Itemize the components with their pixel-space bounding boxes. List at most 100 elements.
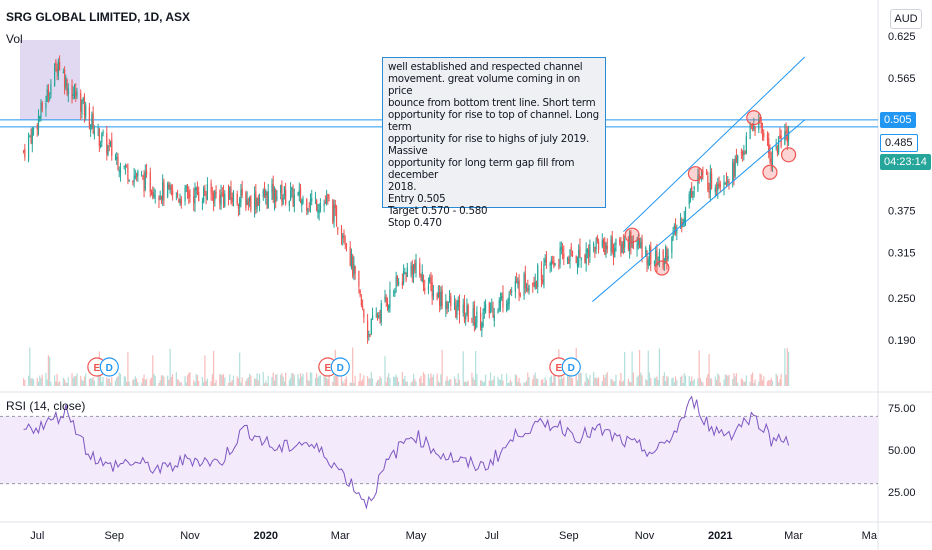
candle-body bbox=[584, 255, 586, 263]
price-tick-label: 0.250 bbox=[888, 293, 916, 305]
candle-body bbox=[135, 173, 138, 178]
volume-bar bbox=[72, 377, 74, 386]
candle-body bbox=[759, 118, 761, 121]
volume-bar bbox=[29, 347, 31, 386]
volume-bar bbox=[602, 374, 605, 386]
volume-bar bbox=[262, 372, 264, 386]
candle-body bbox=[275, 189, 277, 202]
volume-bar bbox=[631, 351, 633, 386]
volume-bar bbox=[65, 382, 67, 386]
volume-bar bbox=[366, 376, 369, 386]
volume-bar bbox=[476, 373, 478, 386]
candle-body bbox=[340, 227, 343, 239]
candle-body bbox=[163, 183, 165, 200]
volume-bar bbox=[597, 377, 600, 386]
volume-bar bbox=[579, 372, 581, 386]
volume-bar bbox=[524, 382, 526, 386]
volume-bar bbox=[662, 375, 664, 386]
volume-bar bbox=[149, 379, 151, 386]
volume-bar bbox=[630, 382, 632, 386]
candle-body bbox=[743, 151, 745, 155]
volume-bar bbox=[431, 377, 433, 386]
candle-body bbox=[745, 135, 747, 154]
candle-body bbox=[250, 196, 252, 211]
candle-body bbox=[50, 83, 52, 95]
candle-body bbox=[128, 179, 130, 181]
volume-bar bbox=[180, 382, 182, 386]
candle-body bbox=[302, 198, 304, 203]
currency-button[interactable]: AUD bbox=[890, 9, 922, 29]
candle-body bbox=[40, 102, 42, 118]
candle-body bbox=[180, 198, 182, 205]
volume-bar bbox=[665, 381, 667, 386]
candle-body bbox=[241, 188, 243, 196]
candle-body bbox=[472, 307, 474, 318]
annotation-note[interactable]: well established and respected channel mo… bbox=[382, 57, 606, 229]
candle-body bbox=[88, 107, 91, 128]
candle-body bbox=[311, 198, 313, 202]
candle-body bbox=[550, 259, 552, 265]
candle-body bbox=[142, 175, 144, 177]
event-marker-label: D bbox=[568, 363, 575, 374]
highlight-box bbox=[20, 40, 80, 120]
volume-bar bbox=[220, 374, 222, 386]
candle-body bbox=[725, 180, 728, 186]
volume-bar bbox=[519, 383, 521, 386]
candle-body bbox=[404, 272, 406, 274]
candle-body bbox=[588, 249, 590, 258]
candle-body bbox=[419, 263, 421, 276]
candle-body bbox=[376, 314, 379, 319]
volume-bar bbox=[154, 375, 156, 386]
candle-body bbox=[597, 240, 600, 250]
candle-body bbox=[82, 97, 84, 101]
candle-body bbox=[162, 181, 164, 201]
candle-body bbox=[239, 199, 241, 207]
volume-bar bbox=[693, 379, 695, 386]
candle-body bbox=[525, 289, 528, 291]
volume-bar bbox=[229, 374, 231, 386]
candle-body bbox=[559, 248, 561, 264]
volume-bar bbox=[405, 381, 407, 386]
rsi-tick-label: 50.00 bbox=[888, 445, 916, 457]
volume-bar bbox=[337, 373, 339, 386]
candle-body bbox=[111, 139, 113, 156]
candle-body bbox=[432, 290, 435, 296]
volume-bar bbox=[401, 372, 403, 386]
candle-body bbox=[366, 320, 369, 339]
candle-body bbox=[108, 142, 110, 144]
candle-body bbox=[445, 301, 447, 310]
volume-bar bbox=[771, 380, 774, 386]
volume-bar bbox=[679, 377, 682, 386]
candle-body bbox=[24, 148, 26, 158]
volume-bar bbox=[540, 379, 543, 386]
candle-body bbox=[580, 257, 582, 261]
candle-body bbox=[560, 246, 562, 251]
time-tick-label: 2020 bbox=[254, 530, 278, 542]
candle-body bbox=[479, 312, 482, 328]
candle-body bbox=[247, 201, 249, 206]
volume-bar bbox=[550, 375, 552, 386]
candle-body bbox=[768, 138, 770, 154]
candle-body bbox=[737, 155, 739, 163]
candle-body bbox=[188, 191, 190, 198]
candle-body bbox=[610, 240, 612, 252]
candle-body bbox=[170, 187, 172, 190]
volume-bar bbox=[62, 377, 64, 386]
candle-body bbox=[501, 295, 503, 299]
volume-bar bbox=[779, 379, 781, 386]
volume-bar bbox=[621, 381, 623, 386]
candle-body bbox=[386, 300, 389, 307]
volume-bar bbox=[404, 375, 406, 386]
candle-body bbox=[402, 271, 405, 284]
volume-bar bbox=[396, 377, 399, 386]
candle-body bbox=[771, 151, 774, 169]
candle-body bbox=[140, 174, 143, 176]
candle-body bbox=[673, 225, 675, 229]
candle-body bbox=[55, 60, 57, 65]
candle-body bbox=[316, 200, 318, 211]
volume-bar bbox=[24, 380, 26, 386]
volume-bar bbox=[750, 374, 752, 386]
volume-bar bbox=[297, 374, 299, 386]
